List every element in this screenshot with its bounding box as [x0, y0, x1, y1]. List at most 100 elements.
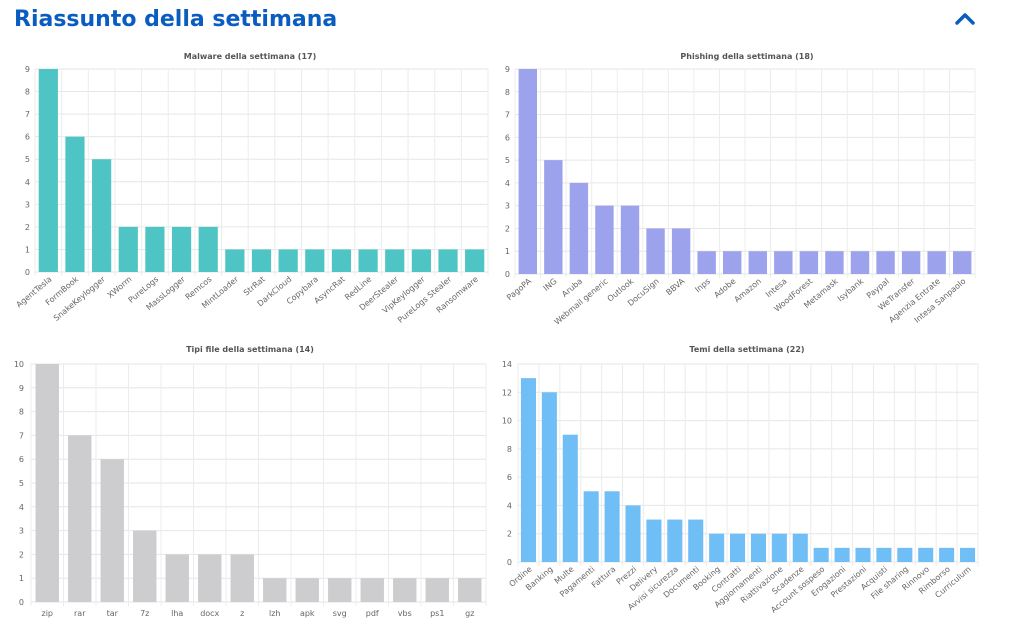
y-tick-label: 7 [505, 111, 510, 120]
malware-bar[interactable] [305, 249, 325, 272]
x-tick-label: ps1 [430, 609, 444, 618]
y-tick-label: 2 [505, 224, 510, 233]
grid-lines [514, 68, 976, 278]
filetype-bar[interactable] [230, 554, 254, 602]
filetype-bar[interactable] [198, 554, 222, 602]
theme-bar[interactable] [730, 533, 746, 562]
malware-bar[interactable] [118, 226, 138, 272]
malware-bar[interactable] [171, 226, 192, 272]
theme-bar[interactable] [625, 505, 641, 562]
theme-bar[interactable] [855, 547, 871, 562]
malware-bar[interactable] [385, 249, 405, 272]
x-tick-label: docx [200, 609, 219, 618]
filetype-bar[interactable] [68, 435, 92, 602]
phishing-bar[interactable] [901, 251, 921, 274]
phishing-bar[interactable] [697, 251, 716, 274]
phishing-bar[interactable] [850, 251, 870, 274]
y-tick-label: 8 [507, 445, 512, 454]
filetype-bar[interactable] [35, 364, 59, 602]
malware-bar[interactable] [65, 136, 85, 272]
filetype-bar[interactable] [263, 578, 287, 602]
filetype-bar[interactable] [295, 578, 319, 602]
theme-bar[interactable] [771, 533, 787, 562]
theme-bar[interactable] [562, 434, 578, 562]
chart-title: Malware della settimana (17) [184, 52, 317, 61]
filetype-bar[interactable] [393, 578, 417, 602]
collapse-button[interactable] [948, 4, 982, 34]
y-tick-label: 4 [507, 501, 512, 510]
malware-bar[interactable] [92, 159, 112, 272]
phishing-bar[interactable] [518, 69, 537, 274]
themes-chart: Temi della settimana (22) 0 2 4 6 8 10 12 14 Ordi… [500, 340, 1024, 639]
theme-bar[interactable] [939, 547, 955, 562]
y-tick-label: 6 [19, 455, 24, 464]
filetype-bar[interactable] [360, 578, 384, 602]
x-tick-label: z [240, 609, 244, 618]
y-tick-label: 3 [19, 527, 24, 536]
x-tick-label: PagoPA [505, 276, 534, 302]
filetype-bar[interactable] [458, 578, 482, 602]
filetype-bar[interactable] [165, 554, 189, 602]
theme-bar[interactable] [750, 533, 766, 562]
y-tick-label: 1 [19, 574, 24, 583]
phishing-bar[interactable] [544, 160, 563, 274]
malware-bar[interactable] [411, 249, 431, 272]
phishing-bar[interactable] [569, 182, 589, 274]
x-tick-label: 7z [140, 609, 149, 618]
filetype-bar[interactable] [100, 459, 124, 602]
theme-bar[interactable] [520, 378, 536, 562]
y-tick-label: 8 [505, 88, 510, 97]
theme-bar[interactable] [792, 533, 808, 562]
phishing-bar[interactable] [953, 251, 972, 274]
filetype-bar[interactable] [425, 578, 449, 602]
theme-bar[interactable] [604, 491, 620, 562]
malware-bar[interactable] [251, 249, 272, 272]
theme-bar[interactable] [918, 547, 934, 562]
y-tick-label: 1 [505, 247, 510, 256]
phishing-bar[interactable] [620, 205, 640, 274]
malware-bar[interactable] [358, 249, 378, 272]
malware-bar[interactable] [38, 69, 58, 272]
phishing-bar[interactable] [671, 228, 691, 274]
theme-bar[interactable] [688, 519, 704, 562]
phishing-bar[interactable] [927, 251, 946, 274]
y-tick-label: 3 [505, 202, 510, 211]
phishing-bar[interactable] [723, 251, 742, 274]
phishing-bar[interactable] [774, 251, 793, 274]
malware-chart: Malware della settimana (17) 0 1 2 3 4 5 6 7 8 9 Ag… [0, 44, 512, 344]
theme-bar[interactable] [646, 519, 662, 562]
x-tick-label: lha [171, 609, 183, 618]
phishing-bar[interactable] [595, 205, 614, 274]
phishing-bar[interactable] [825, 251, 844, 274]
theme-bar[interactable] [813, 547, 829, 562]
x-tick-label: pdf [366, 609, 379, 618]
y-tick-label: 3 [25, 200, 30, 209]
theme-bar[interactable] [876, 547, 892, 562]
filetype-bar[interactable] [328, 578, 352, 602]
filetype-bar[interactable] [133, 530, 157, 602]
phishing-bar[interactable] [748, 251, 767, 274]
y-tick-label: 2 [25, 223, 30, 232]
chart-title: Temi della settimana (22) [689, 345, 804, 354]
malware-bar[interactable] [438, 249, 458, 272]
malware-bar[interactable] [225, 249, 245, 272]
x-tick-label: vbs [398, 609, 412, 618]
theme-bar[interactable] [541, 392, 557, 562]
malware-bar[interactable] [465, 249, 485, 272]
theme-bar[interactable] [897, 547, 913, 562]
filetype-chart-svg: Tipi file della settimana (14) 0 1 2 3 4 5 6 7 8 9… [14, 345, 487, 618]
theme-bar[interactable] [709, 533, 725, 562]
phishing-bar[interactable] [646, 228, 665, 274]
theme-bar[interactable] [583, 491, 599, 562]
malware-bar[interactable] [278, 249, 298, 272]
theme-bar[interactable] [960, 547, 976, 562]
theme-chart-svg: Temi della settimana (22)02468101214Ordi… [502, 345, 979, 615]
theme-bar[interactable] [667, 519, 683, 562]
phishing-bar[interactable] [876, 251, 895, 274]
theme-bar[interactable] [834, 547, 850, 562]
malware-bar[interactable] [331, 249, 352, 272]
phishing-bar[interactable] [799, 251, 819, 274]
malware-bar[interactable] [198, 226, 218, 272]
malware-bar[interactable] [145, 226, 165, 272]
x-tick-label: Inps [693, 277, 712, 295]
